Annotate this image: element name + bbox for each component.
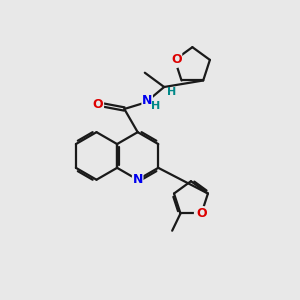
- Text: N: N: [133, 173, 143, 186]
- Text: O: O: [93, 98, 104, 111]
- Text: H: H: [151, 101, 160, 111]
- Text: H: H: [167, 87, 176, 97]
- Text: N: N: [142, 94, 152, 106]
- Text: O: O: [171, 53, 181, 66]
- Text: O: O: [196, 207, 207, 220]
